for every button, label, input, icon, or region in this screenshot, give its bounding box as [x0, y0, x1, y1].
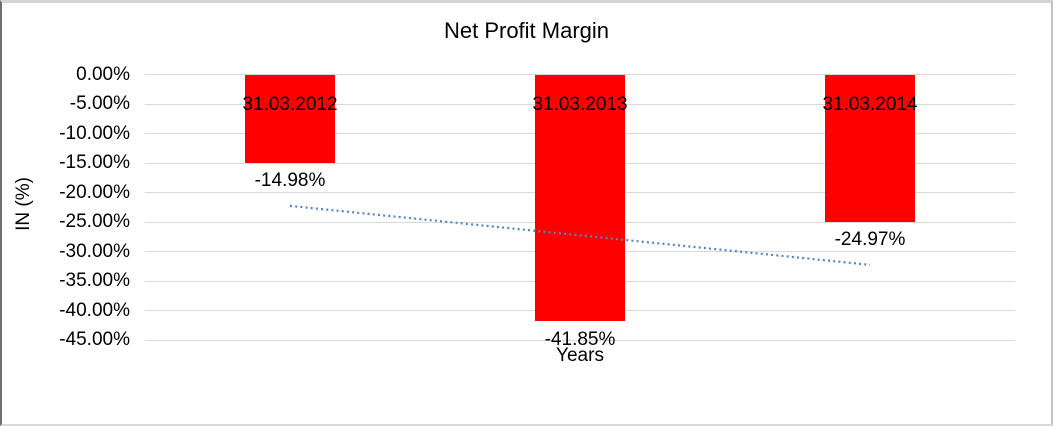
- data-label: -14.98%: [254, 170, 326, 192]
- y-tick-label: -35.00%: [59, 270, 130, 291]
- y-tick-label: -30.00%: [59, 240, 130, 262]
- bar-31.03.2014: [825, 75, 915, 222]
- data-label: -41.85%: [544, 328, 616, 350]
- y-tick-label: -45.00%: [59, 329, 130, 350]
- chart-title: Net Profit Margin: [443, 18, 610, 43]
- y-tick-label: -15.00%: [59, 152, 130, 173]
- bar-31.03.2012: [245, 75, 335, 163]
- data-label: -24.97%: [834, 229, 906, 251]
- y-tick-label: -5.00%: [69, 93, 130, 114]
- gridline: [145, 74, 1015, 75]
- bar-31.03.2013: [535, 75, 625, 322]
- y-tick-label: -25.00%: [59, 211, 130, 232]
- net-profit-margin-chart: Net Profit Margin IN (%) Years 0.00% -5.0…: [2, 3, 1051, 424]
- y-tick-label: -10.00%: [59, 122, 130, 144]
- y-tick-label: 0.00%: [76, 63, 130, 85]
- y-tick-label: -20.00%: [59, 181, 130, 203]
- gridline: [145, 339, 1015, 341]
- y-tick-label: -40.00%: [59, 299, 130, 321]
- category-label: 31.03.2013: [532, 94, 628, 115]
- category-label: 31.03.2014: [822, 94, 918, 115]
- category-label: 31.03.2012: [242, 94, 338, 115]
- x-axis-title: Years: [556, 345, 604, 366]
